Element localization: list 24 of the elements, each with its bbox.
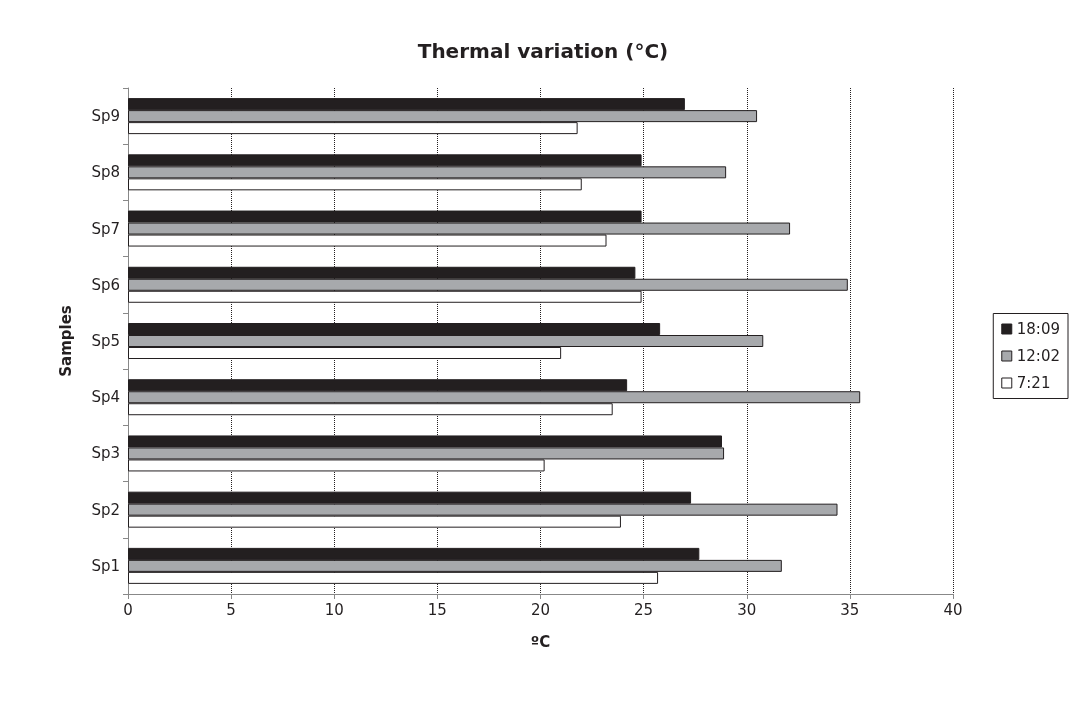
x-tick-label: 40	[943, 600, 963, 619]
x-tick-label: 20	[530, 600, 551, 619]
y-tick-label: Sp3	[91, 444, 120, 463]
y-tick-label: Sp7	[91, 219, 120, 238]
y-tick-label: Sp9	[91, 107, 120, 126]
x-axis-title: ºC	[530, 632, 551, 651]
y-tick-label: Sp4	[91, 388, 120, 407]
x-tick-label: 25	[634, 600, 654, 619]
y-tick-label: Sp5	[91, 332, 120, 350]
legend-label: 7:21	[1016, 374, 1051, 392]
x-tick-label: 30	[737, 600, 757, 619]
legend-label: 18:09	[1016, 320, 1061, 338]
x-tick-label: 15	[427, 600, 447, 619]
y-tick-label: Sp1	[91, 556, 120, 575]
y-tick-label: Sp8	[91, 163, 120, 182]
x-tick-label: 10	[324, 600, 344, 619]
x-tick-label: 35	[840, 600, 860, 619]
chart-title: Thermal variation (°C)	[417, 39, 669, 63]
x-tick-label: 0	[123, 600, 133, 619]
y-tick-label: Sp6	[91, 275, 120, 294]
x-tick-label: 5	[226, 600, 236, 619]
y-axis-title: Samples	[56, 305, 75, 377]
legend-label: 12:02	[1016, 347, 1061, 365]
y-tick-label: Sp2	[91, 500, 120, 519]
